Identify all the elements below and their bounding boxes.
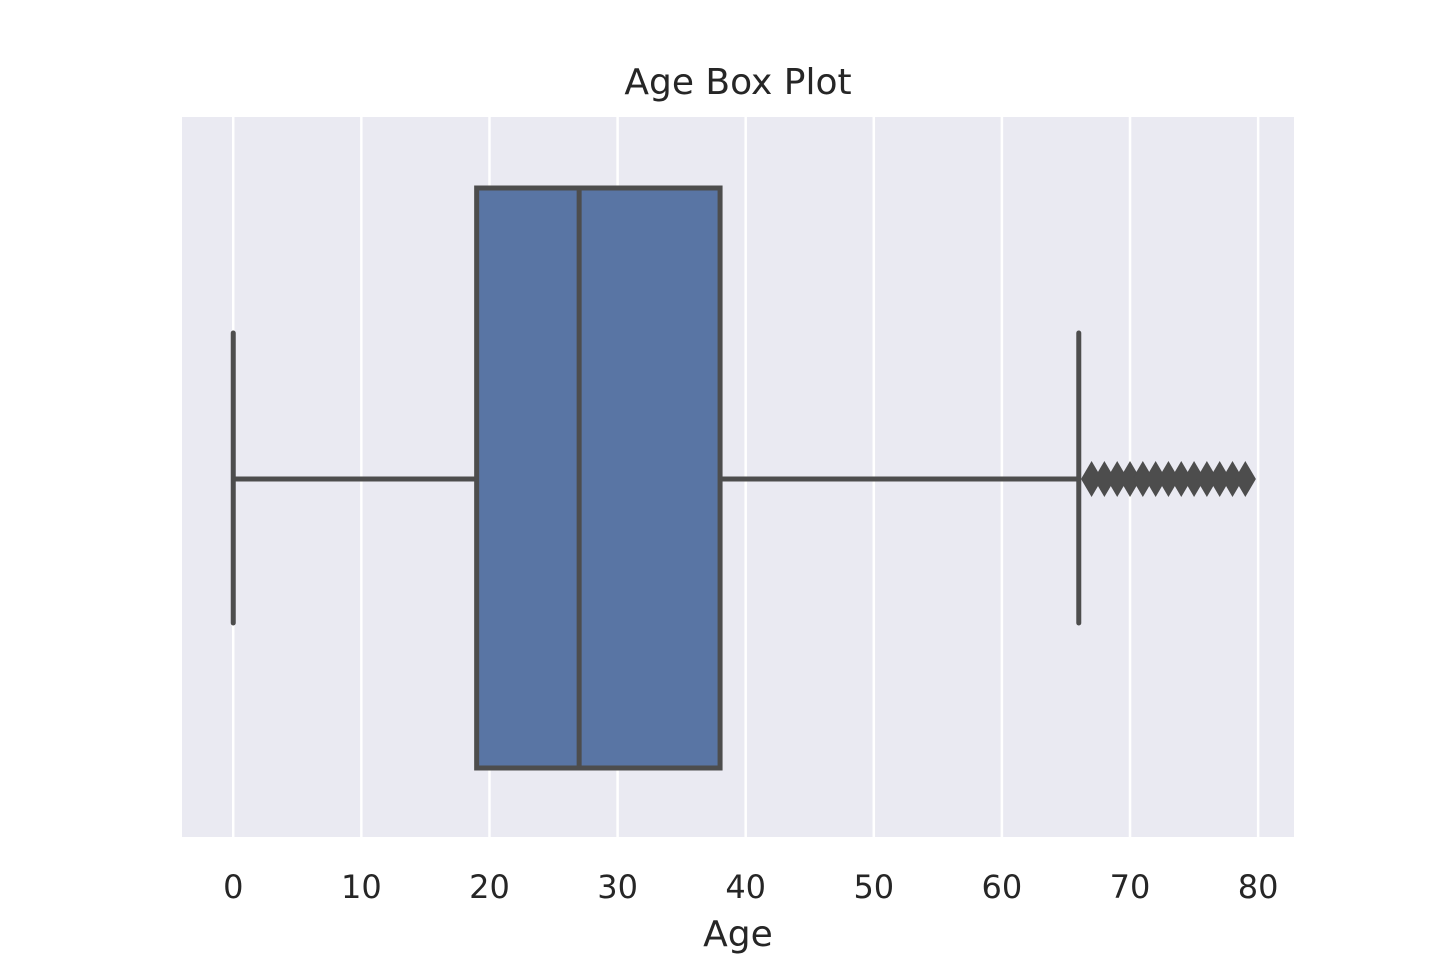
x-tick-labels: 0 10 20 30 40 50 60 70 80	[223, 868, 1278, 906]
chart-title: Age Box Plot	[624, 62, 851, 103]
box-plot	[230, 185, 1082, 771]
outliers	[1081, 461, 1256, 497]
interquartile-box	[474, 185, 723, 771]
x-tick-label-20: 20	[469, 868, 510, 906]
x-tick-label-0: 0	[223, 868, 243, 906]
x-tick-label-40: 40	[725, 868, 766, 906]
x-tick-label-60: 60	[982, 868, 1023, 906]
x-axis-label: Age	[703, 914, 773, 955]
x-tick-label-10: 10	[341, 868, 382, 906]
x-tick-label-30: 30	[597, 868, 638, 906]
x-tick-label-50: 50	[853, 868, 894, 906]
x-tick-label-80: 80	[1238, 868, 1279, 906]
x-tick-label-70: 70	[1110, 868, 1151, 906]
outlier-point	[1234, 461, 1256, 497]
